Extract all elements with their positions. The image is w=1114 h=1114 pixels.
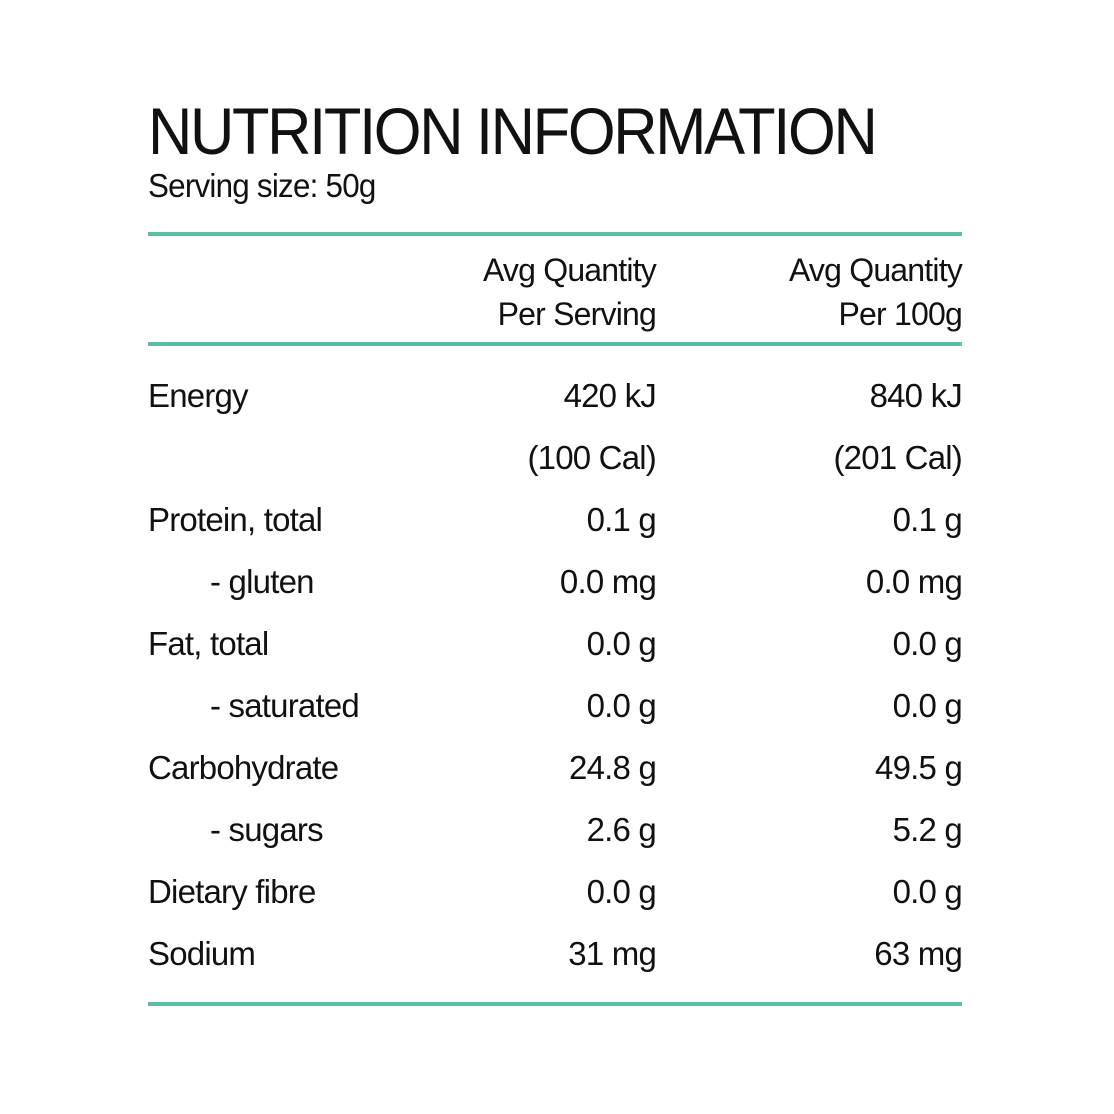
per-serving-value: 0.0 mg — [559, 563, 657, 600]
nutrient-label: Dietary fibre — [148, 873, 316, 910]
table-row-gluten: - gluten 0.0 mg 0.0 mg — [148, 556, 963, 618]
column-header-line1: Avg Quantity — [788, 252, 963, 288]
nutrition-table: Energy 420 kJ 840 kJ (100 Cal) (201 Cal)… — [148, 370, 963, 990]
column-header-line1: Avg Quantity — [482, 252, 657, 288]
serving-size: Serving size: 50g — [148, 167, 376, 204]
nutrient-label: Protein, total — [148, 501, 323, 538]
per-100g-value: 0.0 g — [892, 625, 963, 662]
per-100g-value: 0.1 g — [892, 501, 963, 538]
per-100g-value: 840 kJ — [869, 377, 963, 414]
nutrient-label: Sodium — [148, 935, 256, 972]
header-divider — [148, 342, 962, 346]
table-row-energy-cal: (100 Cal) (201 Cal) — [148, 432, 962, 494]
nutrient-label: Fat, total — [148, 625, 269, 662]
per-serving-value: 0.1 g — [586, 501, 657, 538]
per-100g-value: 49.5 g — [875, 749, 963, 786]
nutrient-label: - sugars — [210, 811, 324, 848]
column-header-per-serving: Avg Quantity Per Serving — [482, 248, 657, 336]
per-100g-value: 63 mg — [874, 935, 963, 972]
nutrient-label: - saturated — [210, 687, 360, 724]
per-100g-value: 0.0 g — [892, 687, 963, 724]
per-100g-value: (201 Cal) — [833, 439, 962, 476]
nutrient-label: - gluten — [210, 563, 314, 600]
per-serving-value: 0.0 g — [586, 625, 657, 662]
per-serving-value: 24.8 g — [569, 749, 657, 786]
table-row-carbohydrate: Carbohydrate 24.8 g 49.5 g — [148, 742, 963, 804]
table-row-protein: Protein, total 0.1 g 0.1 g — [148, 494, 963, 556]
column-header-line2: Per Serving — [497, 296, 657, 332]
table-row-dietary-fibre: Dietary fibre 0.0 g 0.0 g — [148, 866, 963, 928]
per-100g-value: 0.0 g — [892, 873, 963, 910]
per-serving-value: (100 Cal) — [527, 439, 656, 476]
column-header-per-100g: Avg Quantity Per 100g — [788, 248, 963, 336]
per-serving-value: 420 kJ — [563, 377, 657, 414]
per-serving-value: 31 mg — [568, 935, 657, 972]
column-header-line2: Per 100g — [838, 296, 963, 332]
nutrient-label: Energy — [148, 377, 249, 414]
table-row-sugars: - sugars 2.6 g 5.2 g — [148, 804, 963, 866]
per-100g-value: 0.0 mg — [865, 563, 963, 600]
table-row-saturated: - saturated 0.0 g 0.0 g — [148, 680, 963, 742]
panel-title: NUTRITION INFORMATION — [148, 94, 878, 168]
table-row-fat: Fat, total 0.0 g 0.0 g — [148, 618, 963, 680]
nutrition-panel: NUTRITION INFORMATION Serving size: 50g … — [148, 94, 963, 1006]
table-row-sodium: Sodium 31 mg 63 mg — [148, 928, 963, 990]
per-serving-value: 0.0 g — [586, 873, 657, 910]
per-serving-value: 2.6 g — [586, 811, 657, 848]
per-serving-value: 0.0 g — [586, 687, 657, 724]
nutrient-label: Carbohydrate — [148, 749, 339, 786]
top-divider — [148, 232, 962, 236]
table-row-energy: Energy 420 kJ 840 kJ — [148, 370, 963, 432]
bottom-divider — [148, 1002, 962, 1006]
per-100g-value: 5.2 g — [892, 811, 963, 848]
